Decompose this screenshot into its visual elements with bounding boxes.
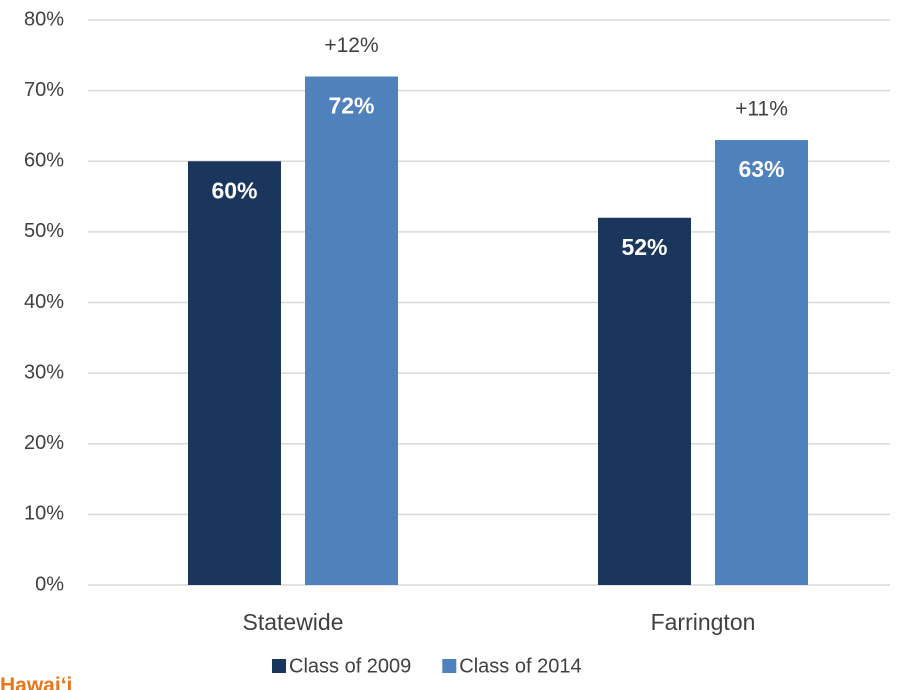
y-tick-label: 40% (24, 291, 64, 313)
y-tick-label: 20% (24, 432, 64, 454)
bar (715, 140, 808, 585)
y-tick-label: 0% (35, 573, 64, 595)
value-label: 63% (738, 156, 784, 182)
y-tick-label: 60% (24, 150, 64, 172)
y-tick-label: 80% (24, 8, 64, 30)
legend-label: Class of 2009 (289, 655, 411, 677)
bar (188, 161, 281, 585)
y-tick-label: 50% (24, 220, 64, 242)
legend-swatch (272, 659, 286, 673)
legend-swatch (442, 659, 457, 673)
value-label: 60% (211, 177, 257, 203)
y-tick-label: 70% (24, 79, 64, 101)
value-label: 72% (328, 93, 374, 119)
x-tick-label: Farrington (651, 609, 756, 635)
bar (305, 76, 398, 585)
footer: Hawai‘i (0, 674, 72, 690)
bar (598, 217, 691, 585)
y-tick-label: 30% (24, 361, 64, 383)
annotation: +11% (735, 98, 788, 121)
annotation: +12% (324, 34, 378, 57)
x-tick-label: Statewide (242, 609, 343, 635)
legend-label: Class of 2014 (459, 655, 581, 677)
y-tick-label: 10% (24, 503, 64, 525)
value-label: 52% (621, 234, 667, 260)
